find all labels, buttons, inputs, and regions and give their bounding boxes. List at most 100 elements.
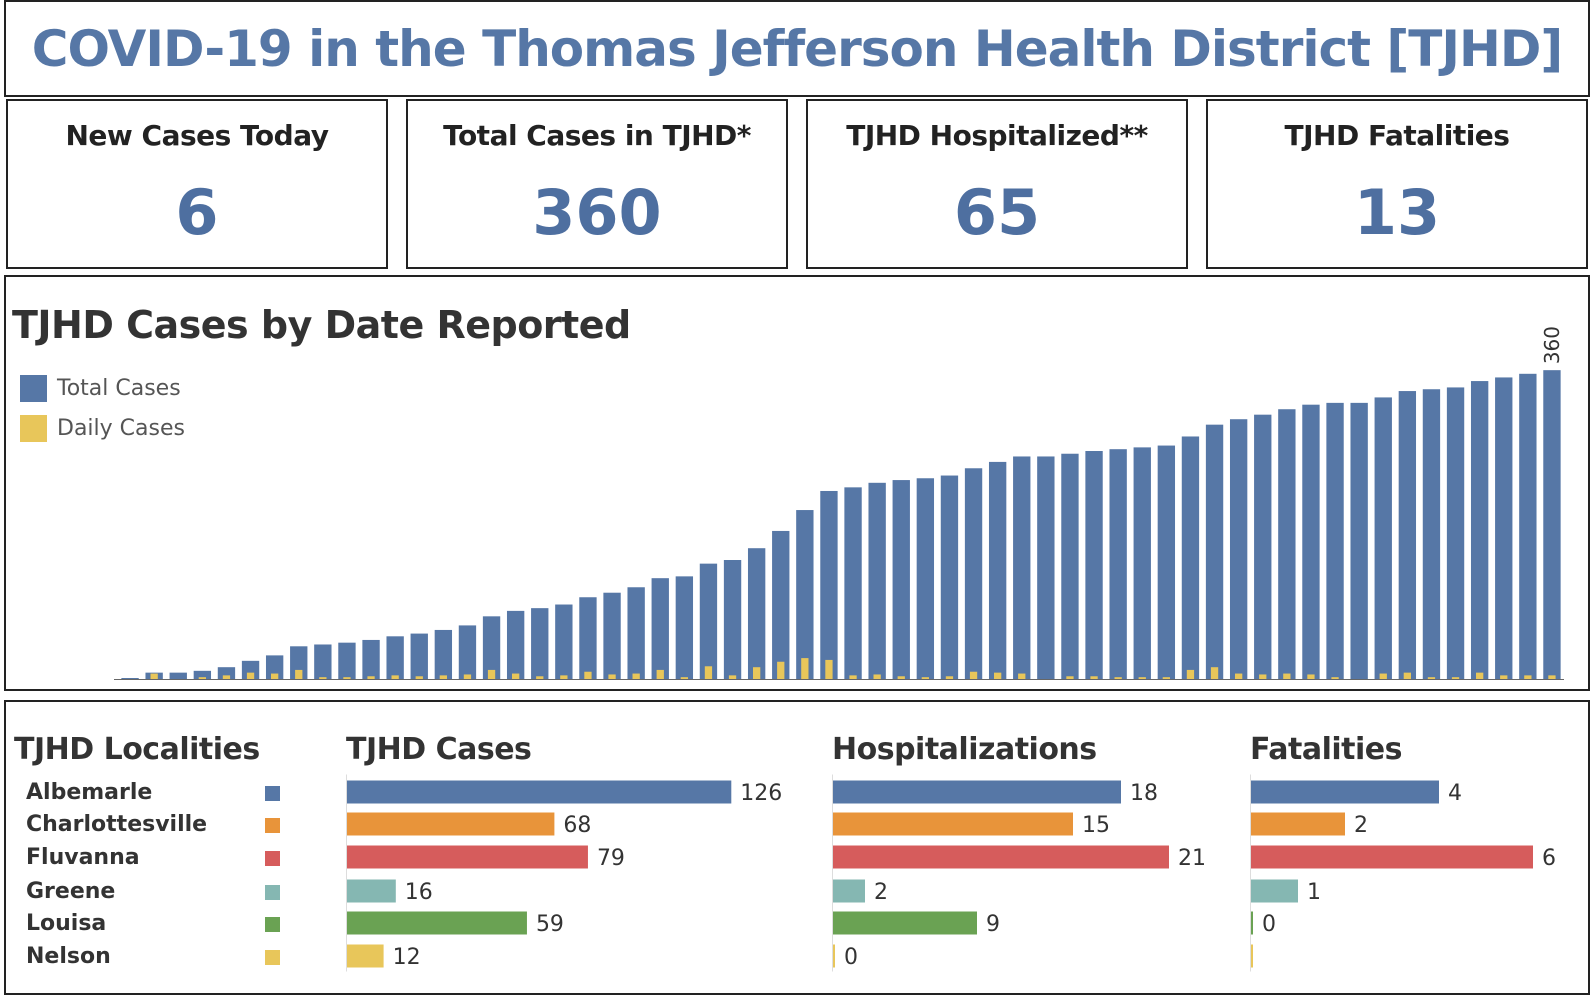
daily-cases-bar <box>753 667 761 679</box>
total-cases-bar <box>265 655 284 679</box>
total-cases-bar <box>506 610 525 679</box>
total-cases-bar <box>772 530 790 679</box>
total-cases-bar <box>1229 419 1248 679</box>
daily-cases-bar <box>1451 677 1460 679</box>
total-cases-bar <box>1133 447 1151 679</box>
total-cases-bar <box>844 487 862 679</box>
daily-cases-bar <box>994 672 1002 679</box>
kpi-value: 13 <box>1353 176 1441 249</box>
total-cases-bar <box>1278 409 1296 679</box>
cases-bar-albemarle <box>347 780 732 804</box>
daily-cases-bar <box>921 677 929 679</box>
daily-cases-bar <box>1500 675 1508 679</box>
daily-cases-bar <box>1476 672 1484 679</box>
total-cases-bar <box>193 670 212 679</box>
daily-cases-bar <box>1283 673 1291 679</box>
locality-name: Fluvanna <box>26 845 140 870</box>
legend-swatch-daily <box>20 415 47 442</box>
cases-value-label: 16 <box>405 880 433 905</box>
daily-cases-bar <box>873 674 881 679</box>
kpi-value: 65 <box>953 176 1041 249</box>
daily-cases-bar <box>728 675 737 679</box>
kpi-label: TJHD Hospitalized** <box>846 119 1148 152</box>
cases-chart-canvas: 360 <box>114 326 1564 680</box>
daily-cases-bar <box>1259 674 1267 679</box>
daily-cases-bar <box>656 669 664 679</box>
total-cases-bar <box>747 548 766 679</box>
daily-cases-bar <box>1403 672 1411 679</box>
total-cases-bar <box>386 636 404 679</box>
legend-label: Daily Cases <box>57 416 185 441</box>
fatalities-bar-greene <box>1251 879 1298 903</box>
total-cases-bar <box>820 490 838 679</box>
kpi-label: New Cases Today <box>65 119 330 152</box>
fatalities-bar-albemarle <box>1251 780 1439 804</box>
total-cases-bar <box>410 633 428 679</box>
total-cases-bar <box>217 667 236 679</box>
total-cases-bar <box>1398 391 1417 679</box>
hospitalizations-bar-nelson <box>833 944 835 968</box>
total-cases-bar <box>241 660 260 679</box>
hospitalizations-value-label: 0 <box>844 945 858 970</box>
cases-value-label: 68 <box>563 813 591 838</box>
total-cases-bar <box>940 475 959 679</box>
hospitalizations-value-label: 2 <box>874 880 888 905</box>
kpi-new-cases: New Cases Today 6 <box>6 99 388 269</box>
total-cases-bar <box>290 646 308 679</box>
locality-swatch <box>265 786 280 801</box>
hospitalizations-bar-greene <box>833 879 865 903</box>
locality-name: Greene <box>26 879 116 904</box>
daily-cases-bar <box>1090 676 1098 679</box>
daily-cases-bar <box>969 671 978 679</box>
daily-cases-bar <box>343 677 351 679</box>
locality-swatch <box>265 885 280 900</box>
last-bar-label: 360 <box>1540 326 1564 364</box>
total-cases-bar <box>1495 377 1513 679</box>
daily-cases-bar <box>1162 677 1170 679</box>
total-cases-bar <box>1326 402 1344 679</box>
cases-by-date-chart: 360 TJHD Cases by Date Reported Total Ca… <box>4 275 1590 691</box>
daily-cases-bar <box>849 675 857 679</box>
daily-cases-bar <box>560 675 568 679</box>
title-banner: COVID-19 in the Thomas Jefferson Health … <box>4 0 1590 97</box>
total-cases-bar <box>1350 402 1368 679</box>
total-cases-bar <box>1302 404 1320 679</box>
total-cases-bar <box>1446 387 1465 679</box>
total-cases-bar <box>1519 373 1537 679</box>
daily-cases-bar <box>1066 676 1074 679</box>
legend-item-total-cases[interactable]: Total Cases <box>20 375 181 402</box>
kpi-value: 6 <box>175 176 219 249</box>
legend-item-daily-cases[interactable]: Daily Cases <box>20 415 185 442</box>
daily-cases-bar <box>1427 677 1436 679</box>
total-cases-bar <box>868 482 886 679</box>
hospitalizations-title: Hospitalizations <box>832 732 1097 767</box>
daily-cases-bar <box>1235 673 1243 679</box>
hospitalizations-value-label: 18 <box>1130 781 1158 806</box>
total-cases-bar <box>579 597 597 679</box>
daily-cases-bar <box>319 677 327 679</box>
daily-cases-bar <box>536 676 544 679</box>
daily-cases-bar <box>198 677 206 679</box>
hospitalizations-bar-albemarle <box>833 780 1121 804</box>
daily-cases-bar <box>415 676 423 679</box>
cases-title: TJHD Cases <box>346 732 532 767</box>
daily-cases-bar <box>777 661 785 679</box>
locality-swatch <box>265 818 280 833</box>
total-cases-bar <box>338 642 356 679</box>
daily-cases-bar <box>463 674 472 679</box>
cases-bar-fluvanna <box>347 845 588 869</box>
total-cases-bar <box>555 604 573 679</box>
fatalities-bar-louisa <box>1251 911 1253 935</box>
total-cases-bar <box>796 510 814 679</box>
fatalities-value-label: 4 <box>1448 781 1462 806</box>
chart-title: TJHD Cases by Date Reported <box>12 303 631 347</box>
daily-cases-bar <box>704 666 713 679</box>
total-cases-bar <box>627 587 645 679</box>
daily-cases-bar <box>295 669 303 679</box>
cases-value-label: 12 <box>393 945 421 970</box>
daily-cases-bar <box>391 675 399 679</box>
total-cases-bar <box>1013 456 1031 679</box>
cases-value-label: 126 <box>740 781 782 806</box>
daily-cases-bar <box>1307 674 1315 679</box>
